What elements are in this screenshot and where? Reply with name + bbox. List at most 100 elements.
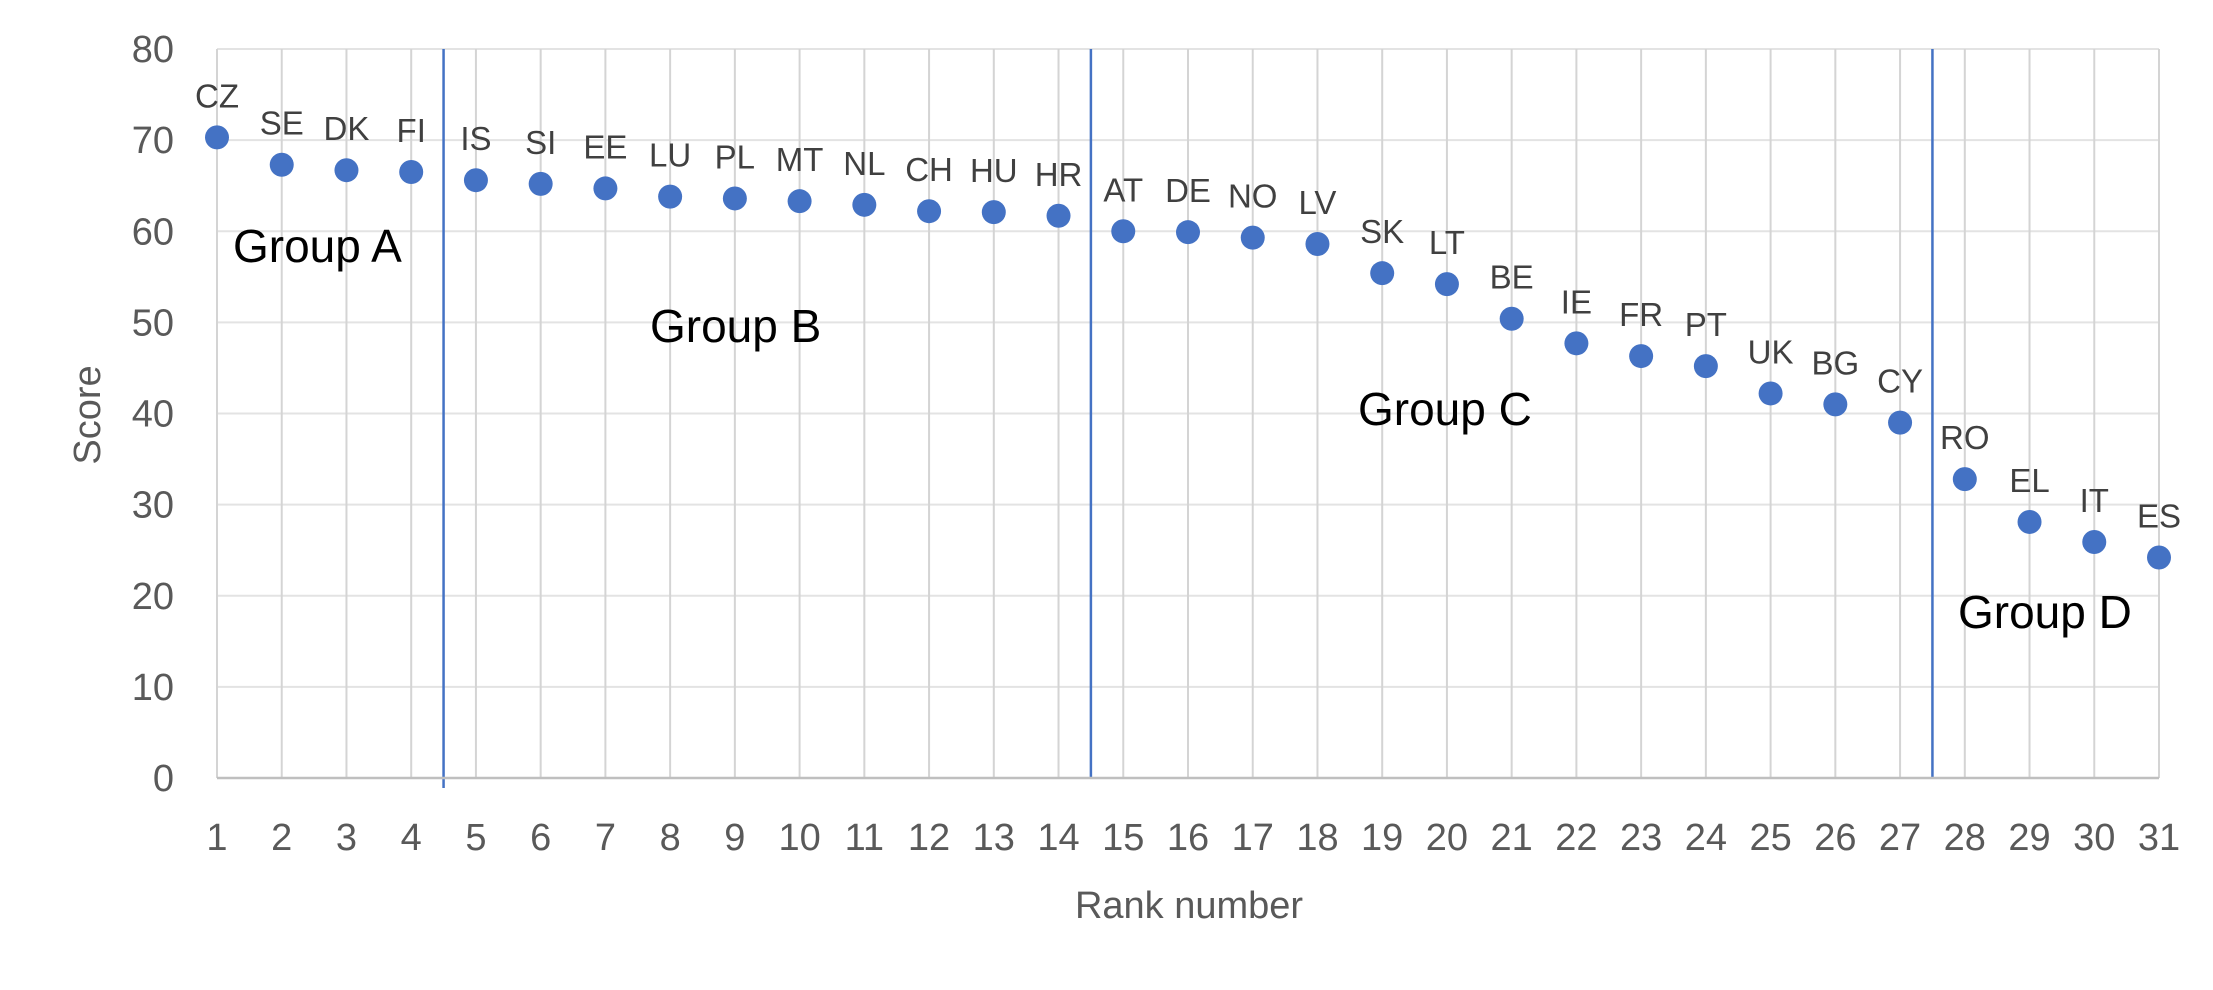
point-label: FI	[397, 112, 426, 149]
grid-lines	[216, 48, 2160, 779]
data-point	[1693, 354, 1718, 379]
data-point	[205, 125, 229, 150]
point-label: DK	[324, 110, 370, 147]
data-point	[917, 199, 942, 224]
x-tick-label: 6	[530, 817, 551, 859]
data-point	[1823, 392, 1848, 417]
data-point	[463, 168, 488, 193]
data-point	[528, 171, 553, 196]
x-tick-label: 17	[1232, 817, 1274, 859]
point-label: ES	[2137, 497, 2181, 534]
data-point	[1176, 220, 1200, 245]
y-tick-label: 0	[153, 758, 174, 800]
y-tick-label: 10	[132, 667, 174, 709]
point-label: NL	[843, 145, 885, 182]
x-tick-label: 8	[660, 817, 681, 859]
x-tick-label: 31	[2138, 817, 2180, 859]
point-label: AT	[1103, 171, 1143, 208]
group-label: Group C	[1358, 383, 1532, 435]
data-point	[852, 192, 877, 217]
data-point	[1629, 344, 1654, 369]
point-label: CY	[1877, 363, 1923, 400]
x-tick-label: 29	[2008, 817, 2050, 859]
point-label: EL	[2009, 462, 2049, 499]
group-label: Group B	[650, 300, 821, 352]
point-label: IE	[1561, 283, 1592, 320]
point-label: HR	[1035, 156, 1083, 193]
x-tick-label: 26	[1814, 817, 1856, 859]
y-tick-label: 20	[132, 576, 174, 618]
data-point	[1240, 225, 1265, 250]
y-tick-label: 60	[132, 211, 174, 253]
point-label: SE	[260, 105, 304, 142]
data-points	[205, 125, 2171, 570]
point-label: LV	[1299, 184, 1337, 221]
data-point	[787, 189, 812, 214]
x-tick-label: 7	[595, 817, 616, 859]
data-point	[1888, 410, 1913, 435]
x-tick-label: 19	[1361, 817, 1403, 859]
x-tick-label: 16	[1167, 817, 1209, 859]
data-point	[1046, 203, 1071, 228]
group-dividers	[442, 49, 1934, 788]
x-tick-label: 15	[1102, 817, 1144, 859]
x-tick-label: 11	[845, 817, 884, 859]
x-tick-label: 9	[724, 817, 745, 859]
group-labels: Group A Group B Group C Group D	[233, 220, 2132, 638]
x-tick-label: 27	[1879, 817, 1921, 859]
data-point	[2082, 529, 2107, 554]
point-label: RO	[1940, 419, 1990, 456]
data-point	[1305, 232, 1330, 257]
data-point	[399, 160, 424, 185]
x-tick-label: 30	[2073, 817, 2115, 859]
point-label: NO	[1228, 178, 1278, 215]
group-label: Group D	[1958, 586, 2132, 638]
x-tick-label: 2	[271, 817, 292, 859]
y-tick-labels: 0 10 20 30 40 50 60 70 80	[132, 29, 174, 800]
x-tick-label: 22	[1555, 817, 1597, 859]
x-axis-title: Rank number	[1075, 885, 1303, 927]
point-label: BG	[1811, 344, 1859, 381]
x-tick-label: 3	[336, 817, 357, 859]
data-point	[593, 176, 618, 201]
point-label: SI	[525, 124, 556, 161]
point-label: DE	[1165, 172, 1211, 209]
data-point	[2017, 509, 2042, 534]
x-tick-label: 21	[1491, 817, 1533, 859]
point-label: PT	[1685, 306, 1727, 343]
x-tick-label: 5	[465, 817, 486, 859]
point-label: HU	[970, 152, 1018, 189]
point-label: BE	[1490, 259, 1534, 296]
data-point	[334, 158, 359, 183]
point-label: SK	[1360, 213, 1404, 250]
data-point	[1758, 381, 1783, 406]
y-tick-label: 30	[132, 485, 174, 527]
x-tick-label: 13	[973, 817, 1015, 859]
y-axis-title: Score	[67, 365, 109, 464]
group-label: Group A	[233, 220, 402, 272]
data-point	[1564, 331, 1589, 356]
data-point	[1499, 306, 1524, 331]
x-tick-label: 25	[1749, 817, 1791, 859]
data-point	[269, 152, 294, 177]
x-tick-label: 24	[1685, 817, 1727, 859]
x-tick-label: 1	[206, 817, 227, 859]
x-tick-label: 20	[1426, 817, 1468, 859]
data-point	[1111, 219, 1136, 244]
data-point	[981, 200, 1006, 225]
data-point	[2147, 545, 2171, 570]
x-tick-label: 23	[1620, 817, 1662, 859]
point-label: MT	[776, 141, 824, 178]
point-label: CH	[905, 151, 953, 188]
point-label: LT	[1429, 224, 1465, 261]
data-point	[1952, 467, 1977, 492]
x-tick-label: 12	[908, 817, 950, 859]
y-tick-label: 40	[132, 394, 174, 436]
point-label: FR	[1619, 296, 1663, 333]
x-tick-label: 10	[778, 817, 820, 859]
point-label: EE	[583, 128, 627, 165]
y-tick-label: 70	[132, 120, 174, 162]
point-label: CZ	[195, 77, 239, 114]
point-label: IS	[460, 120, 491, 157]
